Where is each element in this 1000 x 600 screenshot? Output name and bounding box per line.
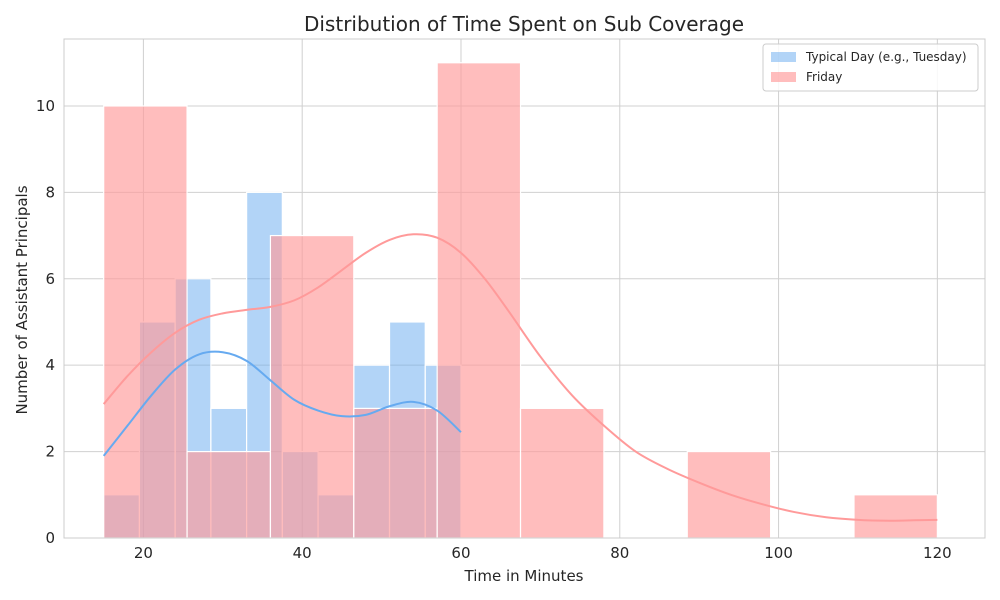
y-axis-label: Number of Assistant Principals xyxy=(13,185,31,414)
bar-friday xyxy=(519,407,605,539)
bar-friday xyxy=(186,450,272,539)
y-tick-label: 10 xyxy=(36,97,55,115)
bar-friday xyxy=(353,407,438,539)
bar-friday xyxy=(269,234,355,539)
legend-swatch-typical-day xyxy=(771,52,796,62)
y-tick-label: 6 xyxy=(45,270,55,288)
histogram-bars xyxy=(103,62,938,539)
x-tick-label: 20 xyxy=(134,544,153,562)
legend-box xyxy=(762,43,979,92)
plot-frame xyxy=(63,38,986,539)
kde-line-friday xyxy=(102,233,938,522)
y-tick-label: 2 xyxy=(45,443,55,461)
y-tick-label: 8 xyxy=(45,183,55,201)
bar-friday xyxy=(436,62,522,539)
bar-friday xyxy=(103,105,188,539)
x-tick-label: 100 xyxy=(764,544,793,562)
x-tick-label: 40 xyxy=(293,544,312,562)
x-axis-label: Time in Minutes xyxy=(464,567,584,585)
legend-label-typical-day: Typical Day (e.g., Tuesday) xyxy=(805,50,967,64)
x-tick-label: 120 xyxy=(923,544,952,562)
kde-curves xyxy=(102,233,938,522)
x-tick-label: 60 xyxy=(451,544,470,562)
y-tick-label: 4 xyxy=(45,356,55,374)
bar-friday xyxy=(853,494,938,539)
tick-labels: 20 40 60 80 100 120 0 2 4 6 8 10 xyxy=(36,97,952,562)
legend-label-friday: Friday xyxy=(806,70,842,84)
x-tick-label: 80 xyxy=(610,544,629,562)
y-tick-label: 0 xyxy=(45,529,55,547)
legend-swatch-friday xyxy=(771,72,796,82)
legend: Typical Day (e.g., Tuesday) Friday xyxy=(762,43,979,92)
axes-frame xyxy=(63,38,986,539)
chart-title: Distribution of Time Spent on Sub Covera… xyxy=(304,12,744,36)
kde-line-typical-day xyxy=(102,350,462,457)
